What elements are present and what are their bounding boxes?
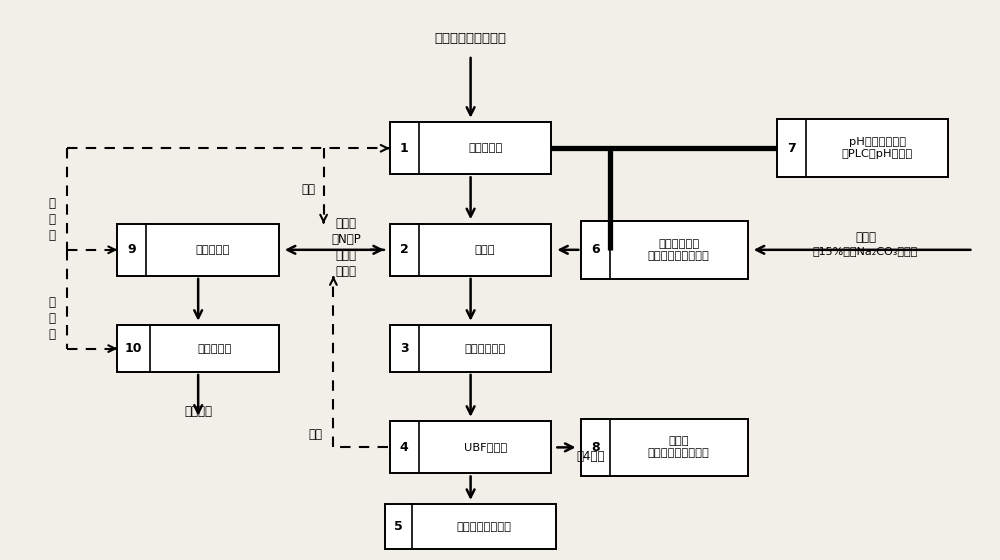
Text: 中和池: 中和池 bbox=[475, 245, 495, 255]
Text: 沼气柜
（柔性双膜储气柜）: 沼气柜 （柔性双膜储气柜） bbox=[648, 436, 710, 459]
Text: 2: 2 bbox=[400, 243, 409, 256]
Bar bbox=[390, 224, 551, 276]
Text: pH在线控制系统
（PLC、pH电极）: pH在线控制系统 （PLC、pH电极） bbox=[842, 137, 913, 159]
Text: 10: 10 bbox=[125, 342, 142, 355]
Text: 6: 6 bbox=[591, 243, 600, 256]
Bar bbox=[777, 119, 948, 177]
Text: 调节沉淠池: 调节沉淠池 bbox=[468, 143, 502, 153]
Text: 7: 7 bbox=[787, 142, 796, 155]
Bar bbox=[117, 224, 279, 276]
Bar bbox=[385, 505, 556, 549]
Text: 5: 5 bbox=[394, 520, 403, 534]
Text: 上
清
液: 上 清 液 bbox=[49, 197, 56, 242]
Text: 排泥: 排泥 bbox=[309, 428, 323, 441]
Text: 板框压滤机: 板框压滤机 bbox=[197, 344, 232, 353]
Bar bbox=[117, 325, 279, 372]
Text: 污泥浓缩池: 污泥浓缩池 bbox=[196, 245, 230, 255]
Text: 碱溶液: 碱溶液 bbox=[855, 231, 876, 244]
Text: UBF反应器: UBF反应器 bbox=[464, 442, 507, 452]
Text: 4: 4 bbox=[400, 441, 409, 454]
Text: 羟甲基纤维素冷凝液: 羟甲基纤维素冷凝液 bbox=[435, 32, 507, 45]
Bar bbox=[390, 421, 551, 473]
Text: 8: 8 bbox=[591, 441, 600, 454]
Text: 9: 9 bbox=[128, 243, 136, 256]
Text: 排泥: 排泥 bbox=[302, 183, 316, 196]
Text: 3: 3 bbox=[400, 342, 409, 355]
Text: 氧4收集: 氧4收集 bbox=[576, 450, 605, 463]
Text: 1: 1 bbox=[400, 142, 409, 155]
Text: （15%工业Na₂CO₃溶液）: （15%工业Na₂CO₃溶液） bbox=[813, 246, 918, 256]
Text: 泥饵外运: 泥饵外运 bbox=[184, 405, 212, 418]
Text: 污水深度处理单元: 污水深度处理单元 bbox=[457, 522, 512, 532]
Text: 复合肃
（N、P
等营养
物质）: 复合肃 （N、P 等营养 物质） bbox=[331, 217, 361, 278]
Text: 耐腑蚀计量泵
（变频隔膜计量泵）: 耐腑蚀计量泵 （变频隔膜计量泵） bbox=[648, 239, 710, 261]
Bar bbox=[390, 122, 551, 174]
Text: 压
滤
液: 压 滤 液 bbox=[49, 296, 56, 341]
Bar bbox=[390, 325, 551, 372]
Bar bbox=[581, 418, 748, 476]
Text: 耐腑蚀化工泵: 耐腑蚀化工泵 bbox=[465, 344, 506, 353]
Bar bbox=[581, 221, 748, 279]
